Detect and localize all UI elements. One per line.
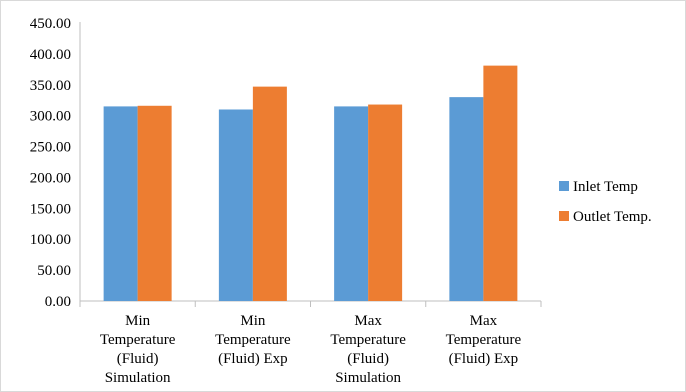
y-tick-label: 450.00 [30, 16, 71, 32]
legend-label: Outlet Temp. [573, 209, 652, 225]
x-category-label: (Fluid) [347, 351, 389, 367]
x-category-label: (Fluid) Exp [218, 351, 288, 367]
bar-inlet [334, 106, 368, 301]
y-tick-label: 0.00 [45, 294, 71, 310]
x-category-label: Max [470, 313, 498, 329]
y-tick-label: 100.00 [30, 232, 71, 248]
bar-outlet [253, 87, 287, 301]
x-category-label: (Fluid) [117, 351, 159, 367]
legend-swatch [559, 181, 569, 191]
bar-inlet [219, 109, 253, 301]
x-category-label: (Fluid) Exp [449, 351, 519, 367]
x-category-label: Temperature [330, 332, 406, 348]
x-category-label: Simulation [335, 370, 401, 386]
legend-swatch [559, 211, 569, 221]
x-category-label: Min [240, 313, 266, 329]
bar-outlet [138, 106, 172, 301]
y-tick-label: 300.00 [30, 109, 71, 125]
y-tick-label: 150.00 [30, 201, 71, 217]
x-category-label: Temperature [215, 332, 291, 348]
legend-label: Inlet Temp [573, 179, 638, 195]
x-category-label: Min [125, 313, 151, 329]
bar-outlet [483, 66, 517, 301]
x-category-label: Simulation [105, 370, 171, 386]
bar-outlet [368, 105, 402, 301]
y-tick-label: 350.00 [30, 78, 71, 94]
x-category-label: Temperature [446, 332, 522, 348]
y-tick-label: 250.00 [30, 140, 71, 156]
y-tick-label: 400.00 [30, 47, 71, 63]
bar-inlet [449, 97, 483, 301]
bar-inlet [104, 106, 138, 301]
y-tick-label: 200.00 [30, 170, 71, 186]
x-category-label: Temperature [100, 332, 176, 348]
x-category-label: Max [354, 313, 382, 329]
y-tick-label: 50.00 [37, 263, 71, 279]
